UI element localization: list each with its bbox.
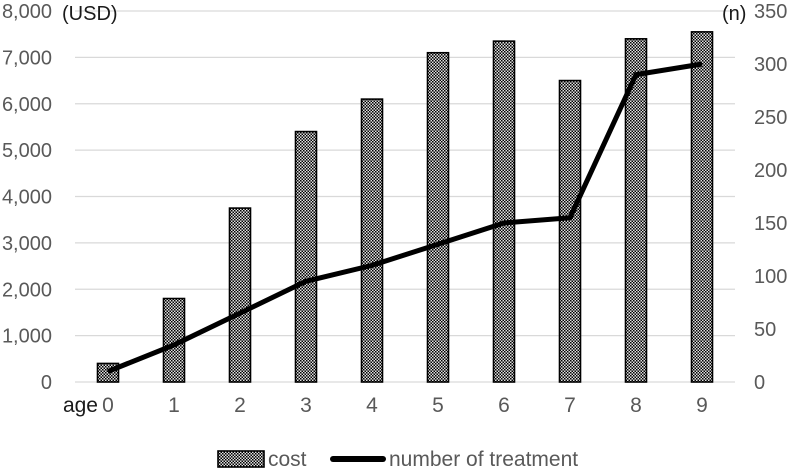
x-axis-tick-label: 9 — [696, 394, 708, 417]
bar-cost-age-4 — [360, 98, 384, 383]
right-axis-tick-label: 150 — [754, 213, 787, 235]
legend-cost-swatch — [217, 450, 265, 468]
bar-cost-age-3 — [294, 130, 318, 383]
bar-cost-age-6 — [492, 40, 516, 383]
right-axis-tick-label: 200 — [754, 160, 787, 182]
bar-cost-age-7 — [558, 79, 582, 383]
left-axis-tick-label: 3,000 — [2, 233, 52, 255]
x-axis-prefix-label: age — [63, 394, 98, 417]
bar-cost-age-8 — [624, 38, 648, 383]
left-axis-tick-label: 6,000 — [2, 94, 52, 116]
x-axis-tick-label: 6 — [498, 394, 510, 417]
x-axis-tick-label: 2 — [234, 394, 246, 417]
right-axis-unit-label: (n) — [722, 3, 746, 25]
right-axis-tick-label: 350 — [754, 1, 787, 23]
bar-cost-age-2 — [228, 207, 252, 383]
left-axis-tick-label: 0 — [41, 372, 52, 394]
right-axis-tick-label: 50 — [754, 319, 776, 341]
left-axis-unit-label: (USD) — [62, 3, 118, 25]
left-axis-tick-label: 7,000 — [2, 47, 52, 69]
x-axis-tick-label: 3 — [300, 394, 312, 417]
right-axis-tick-label: 300 — [754, 54, 787, 76]
x-axis-tick-label: 7 — [564, 394, 576, 417]
left-axis-tick-label: 5,000 — [2, 140, 52, 162]
legend-cost-label: cost — [268, 448, 307, 468]
bar-cost-age-9 — [690, 31, 714, 383]
left-axis-tick-label: 8,000 — [2, 1, 52, 23]
right-axis-tick-label: 100 — [754, 266, 787, 288]
legend-treatment-label: number of treatment — [389, 448, 578, 468]
treatment-line — [107, 61, 703, 374]
right-axis-tick-label: 0 — [754, 372, 765, 394]
left-axis-tick-label: 2,000 — [2, 279, 52, 301]
right-axis-tick-label: 250 — [754, 107, 787, 129]
x-axis-tick-label: 1 — [168, 394, 180, 417]
bar-cost-age-5 — [426, 51, 450, 383]
x-axis-tick-label: 5 — [432, 394, 444, 417]
x-axis-tick-label: 8 — [630, 394, 642, 417]
x-axis-tick-label: 0 — [102, 394, 114, 417]
left-axis-tick-label: 4,000 — [2, 187, 52, 209]
left-axis-tick-label: 1,000 — [2, 326, 52, 348]
x-axis-tick-label: 4 — [366, 394, 378, 417]
